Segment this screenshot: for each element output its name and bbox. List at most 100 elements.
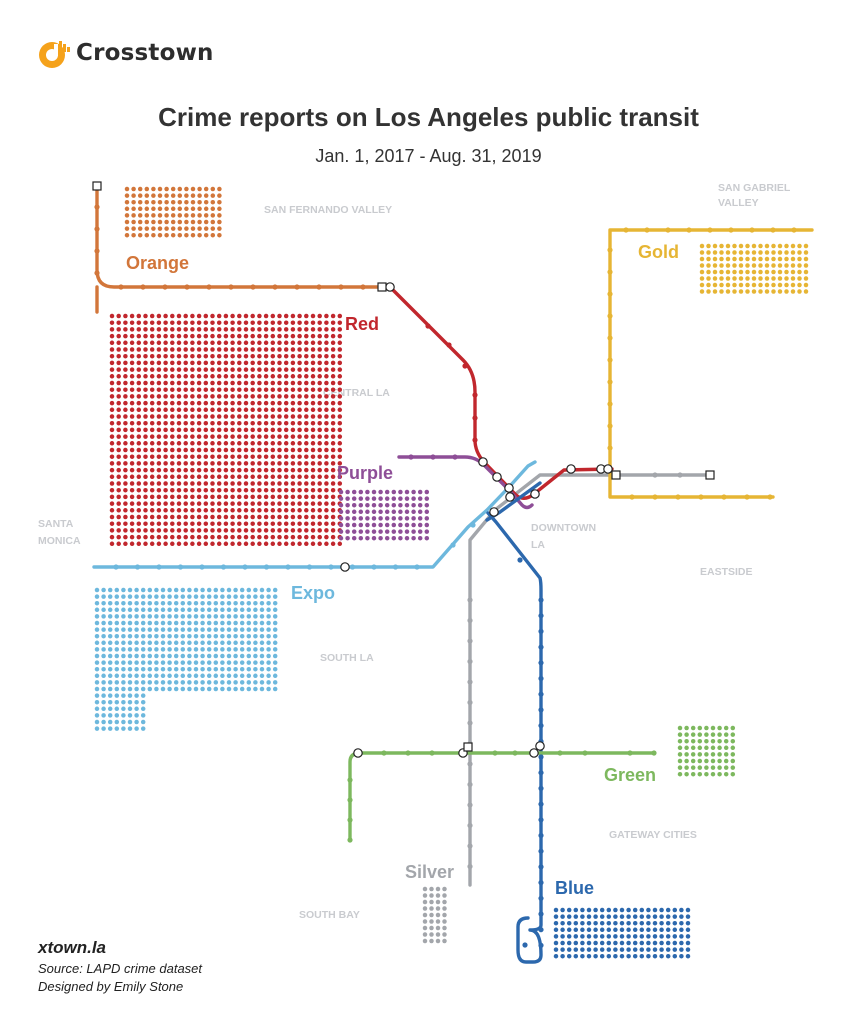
crime-dot [712, 269, 718, 275]
crime-dot [593, 934, 598, 939]
footer-site-link[interactable]: xtown.la [38, 938, 107, 957]
crime-dot [330, 508, 336, 513]
crime-dot [237, 347, 242, 352]
crime-dot [196, 387, 202, 392]
crime-dot [101, 686, 106, 692]
crime-dot [196, 521, 202, 526]
crime-dot [310, 467, 316, 473]
crime-dot [250, 508, 255, 513]
crime-dot [317, 521, 322, 526]
crime-dot [337, 367, 343, 372]
crime-dot [136, 461, 142, 466]
crime-dot [573, 914, 579, 919]
crime-dot [253, 620, 258, 626]
crime-dot [176, 420, 182, 426]
crime-dot [190, 360, 195, 366]
crime-dot [358, 496, 364, 501]
crime-dot [183, 541, 188, 547]
crime-dot [129, 400, 135, 406]
crime-dot [411, 496, 416, 501]
crime-dot [216, 367, 222, 372]
crime-dot [167, 627, 172, 632]
crime-dot [223, 514, 229, 520]
crime-dot [613, 927, 618, 933]
crime-dot [107, 680, 113, 685]
crime-dot [659, 947, 664, 952]
crime-dot [170, 374, 175, 379]
crime-dot [310, 508, 316, 513]
crime-dot [160, 620, 166, 626]
crime-dot [330, 340, 336, 346]
crime-dot [790, 243, 796, 249]
crime-dot [725, 243, 731, 249]
crime-dot [176, 387, 182, 392]
crime-dot [317, 487, 322, 493]
crime-dot [277, 333, 282, 339]
crime-dot [226, 666, 232, 672]
crime-dot [200, 680, 205, 685]
crime-dot [290, 474, 296, 480]
crime-dot [223, 360, 229, 366]
crime-dot [283, 367, 289, 372]
crime-dot [263, 387, 269, 392]
crime-dot [190, 213, 196, 218]
crime-dot [137, 232, 143, 238]
crime-dot [123, 461, 128, 466]
crime-dot [121, 660, 126, 665]
crosstown-logo[interactable]: Crosstown [38, 36, 214, 70]
crime-dot [109, 454, 115, 459]
crime-dot [266, 587, 271, 593]
station-purple [408, 454, 414, 460]
crime-dot [163, 447, 168, 453]
crime-dot [442, 932, 447, 937]
crime-dot [109, 521, 115, 526]
crime-dot [330, 454, 336, 459]
station-expo [349, 564, 356, 570]
transfer-station [385, 282, 395, 292]
crime-dot [230, 521, 235, 526]
crime-dot [187, 607, 192, 613]
crime-dot [573, 953, 579, 959]
crime-dot [116, 528, 121, 533]
crime-dot [114, 627, 120, 632]
crime-dot [134, 594, 139, 599]
crime-dot [250, 400, 255, 406]
crime-dot [140, 614, 146, 619]
line-labels: Orange Red Purple Expo Gold Green Blue S… [126, 242, 679, 898]
crime-dot [290, 481, 296, 486]
crime-dot [127, 607, 133, 613]
crime-dot [197, 186, 202, 192]
crime-dot [270, 374, 276, 379]
crime-dot [129, 394, 135, 399]
crime-dot [109, 327, 115, 332]
crime-dot [257, 333, 262, 339]
crime-dot [337, 347, 343, 352]
crime-dot [127, 660, 133, 665]
crime-dot [723, 725, 729, 731]
crime-dot [217, 199, 222, 205]
crime-dot [134, 640, 139, 646]
crime-dot [223, 481, 229, 486]
crime-dot [304, 501, 309, 506]
crime-dot [170, 199, 176, 205]
crime-dot [250, 414, 255, 419]
crime-dot [699, 282, 705, 288]
crime-dot [297, 487, 302, 493]
line-label-expo: Expo [291, 583, 335, 603]
crime-dot [154, 620, 159, 626]
crime-dot [107, 673, 113, 679]
crime-dot [149, 434, 155, 439]
crime-dot [163, 501, 168, 506]
crime-dot [210, 474, 215, 480]
crime-dot [717, 738, 722, 744]
crime-dot [114, 686, 120, 692]
crime-dot [237, 514, 242, 520]
crime-dot [140, 627, 146, 632]
crime-dot [304, 367, 309, 372]
crime-dot [143, 327, 148, 332]
crime-dot [243, 387, 249, 392]
crime-dot [290, 447, 296, 453]
station-red [462, 363, 468, 369]
crime-dot [553, 914, 559, 919]
crime-dot [176, 461, 182, 466]
